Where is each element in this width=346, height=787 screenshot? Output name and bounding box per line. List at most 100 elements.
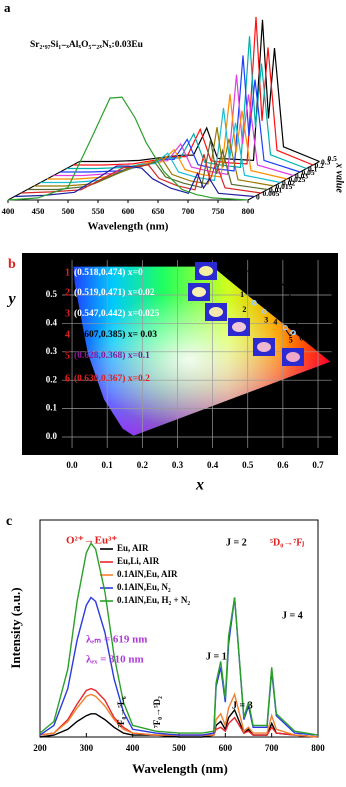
chromaticity-point [251, 300, 257, 306]
x-tick-label: 400 [2, 206, 15, 216]
x-tick-label: 600 [219, 743, 233, 753]
y-axis-label: y [6, 291, 16, 308]
annotation: ⁵D₀→⁷Fⱼ [270, 537, 304, 548]
chromaticity-point [290, 330, 296, 336]
spectrum-line [14, 165, 255, 198]
panel-b-text: 0.0 0.1 0.2 0.3 0.4 0.5 0.6 0.7 0.0 0.1 0.2 0.3 0.4 0… [6, 257, 324, 493]
y-tick-label: 0.4 [46, 317, 58, 327]
annotation: O²⁺→Eu³⁺ [66, 535, 117, 547]
x-tick-label: 0.3 [172, 460, 184, 470]
sample-glow [192, 287, 206, 297]
series-label: 0.05 [302, 168, 315, 177]
list-id: 1 [65, 267, 70, 278]
annotation: ⁷F₀→⁵L₆ [116, 696, 126, 728]
panel-c: c 200 300 400 500 600 700 800 Wavelength (nm) Int… [6, 514, 325, 776]
y-tick-label: 0.5 [46, 289, 58, 299]
series-label: 0.025 [289, 175, 306, 184]
chromaticity-point [282, 325, 288, 331]
y-tick-label: 0.2 [46, 374, 58, 384]
sample-glow [199, 266, 213, 276]
x-tick-label: 0.1 [102, 460, 114, 470]
x-tick-label: 0.5 [242, 460, 254, 470]
list-id: 5 [65, 350, 70, 361]
panel-a: a Sr₂.₉₇Si₁₋ₓAlₓO₅₋₂ₓNₓ:0.03Eu 400 450 500 55… [2, 0, 345, 233]
x-axis-label: x [195, 477, 204, 494]
x-tick-label: 650 [152, 206, 165, 216]
x-axis-label: Wavelength (nm) [88, 221, 169, 233]
panel-b-overlay [188, 262, 304, 366]
x-tick-label: 0.0 [66, 460, 78, 470]
series-label: 0.015 [276, 182, 293, 191]
x-tick-label: 500 [172, 743, 186, 753]
legend-label: 0.1AlN,Eu, N₂ [117, 582, 171, 592]
x-tick-label: 0.7 [312, 460, 324, 470]
point-id: 5 [289, 335, 293, 344]
panel-label: a [4, 0, 11, 15]
spectrum-line [60, 55, 301, 173]
list-id: 2 [65, 287, 70, 298]
point-id: 3 [264, 315, 268, 324]
cie-gamut-white [73, 266, 331, 436]
spectrum-line [66, 36, 307, 170]
x-tick-label: 700 [182, 206, 195, 216]
panel-label: b [8, 257, 16, 272]
legend-label: 0.1AlN,Eu, H₂ + N₂ [117, 595, 190, 605]
sample-glow [257, 342, 271, 352]
x-tick-label: 800 [311, 743, 325, 753]
x-tick-label: 0.4 [207, 460, 219, 470]
series-label: 0.2 [315, 161, 325, 170]
x-tick-label: 550 [92, 206, 105, 216]
plot-frame [39, 519, 319, 738]
panel-label: c [6, 514, 12, 529]
annotation: λₑₓ = 310 nm [86, 654, 144, 666]
series-axis-label: x value [334, 162, 345, 193]
y-tick-label: 0.3 [46, 346, 58, 356]
series-label: 0 [256, 193, 260, 202]
spectrum-line [39, 541, 319, 736]
annotation: λₑₘ = 619 nm [86, 634, 147, 646]
series-label: 0.5 [328, 154, 338, 163]
point-label: (0.630,0.367) x=0.2 [74, 373, 150, 384]
annotation: J = 1 [206, 651, 227, 662]
series-label: 0.03 [295, 172, 308, 181]
point-label: (0.607,0.385) x= 0.03 [74, 329, 157, 340]
point-label: (0.518,0.474) x=0 [74, 267, 143, 278]
point-id: 6 [299, 334, 303, 343]
series-label: 0.005 [263, 189, 280, 198]
x-tick-label: 450 [32, 206, 45, 216]
sample-glow [209, 307, 223, 317]
chromaticity-point [261, 308, 267, 314]
spectrum-line [20, 154, 262, 194]
series-label: 0.01 [269, 186, 282, 195]
x-tick-label: 800 [242, 206, 255, 216]
x-tick-label: 600 [122, 206, 135, 216]
list-id: 6 [65, 373, 70, 384]
x-tick-label: 200 [33, 743, 47, 753]
x-tick-label: 300 [80, 743, 94, 753]
spectrum-line [39, 596, 319, 736]
spectrum-line [40, 107, 281, 184]
depth-axis [7, 161, 80, 201]
chart-title: Sr₂.₉₇Si₁₋ₓAlₓO₅₋₂ₓNₓ:0.03Eu [30, 40, 144, 50]
x-tick-label: 500 [62, 206, 75, 216]
point-id: 2 [242, 305, 246, 314]
x-tick-label: 700 [265, 743, 279, 753]
spectrum-line [39, 692, 319, 738]
legend-label: Eu, AIR [117, 543, 149, 553]
x-axis-label: Wavelength (nm) [132, 761, 228, 776]
list-id: 3 [65, 308, 70, 319]
list-id: 4 [65, 329, 70, 340]
x-tick-label: 750 [212, 206, 225, 216]
point-label: (0.547,0.442) x=0.025 [74, 308, 160, 319]
x-tick-label: 0.6 [277, 460, 289, 470]
point-label: (0.519,0.471) x=0.02 [74, 287, 155, 298]
annotation: J = 4 [282, 610, 303, 621]
series-label: 0.02 [282, 179, 295, 188]
panel-b-grid [62, 260, 332, 448]
series-label: 0.3 [321, 158, 331, 167]
depth-axis [247, 161, 320, 201]
spectrum-line [73, 16, 314, 166]
legend-label: Eu,Li, AIR [117, 556, 160, 566]
point-id: 1 [240, 290, 244, 299]
